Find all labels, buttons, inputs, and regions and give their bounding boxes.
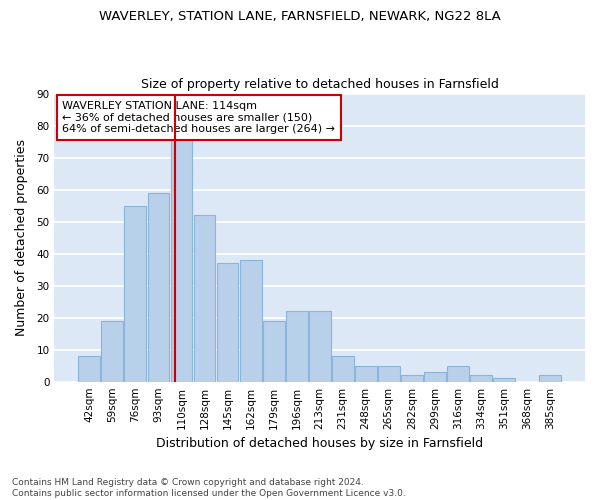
Bar bbox=[447, 366, 469, 382]
Bar bbox=[401, 376, 423, 382]
Bar bbox=[424, 372, 446, 382]
Bar bbox=[170, 138, 193, 382]
Bar bbox=[263, 321, 284, 382]
Bar bbox=[148, 193, 169, 382]
Bar bbox=[470, 376, 492, 382]
Bar bbox=[286, 311, 308, 382]
Bar bbox=[239, 260, 262, 382]
Text: Contains HM Land Registry data © Crown copyright and database right 2024.
Contai: Contains HM Land Registry data © Crown c… bbox=[12, 478, 406, 498]
Bar bbox=[332, 356, 353, 382]
Bar bbox=[378, 366, 400, 382]
X-axis label: Distribution of detached houses by size in Farnsfield: Distribution of detached houses by size … bbox=[156, 437, 483, 450]
Bar bbox=[355, 366, 377, 382]
Bar bbox=[539, 376, 561, 382]
Text: WAVERLEY STATION LANE: 114sqm
← 36% of detached houses are smaller (150)
64% of : WAVERLEY STATION LANE: 114sqm ← 36% of d… bbox=[62, 101, 335, 134]
Bar bbox=[101, 321, 124, 382]
Bar bbox=[194, 215, 215, 382]
Bar bbox=[124, 206, 146, 382]
Title: Size of property relative to detached houses in Farnsfield: Size of property relative to detached ho… bbox=[141, 78, 499, 91]
Bar bbox=[79, 356, 100, 382]
Bar bbox=[493, 378, 515, 382]
Text: WAVERLEY, STATION LANE, FARNSFIELD, NEWARK, NG22 8LA: WAVERLEY, STATION LANE, FARNSFIELD, NEWA… bbox=[99, 10, 501, 23]
Bar bbox=[309, 311, 331, 382]
Y-axis label: Number of detached properties: Number of detached properties bbox=[15, 139, 28, 336]
Bar bbox=[217, 263, 238, 382]
